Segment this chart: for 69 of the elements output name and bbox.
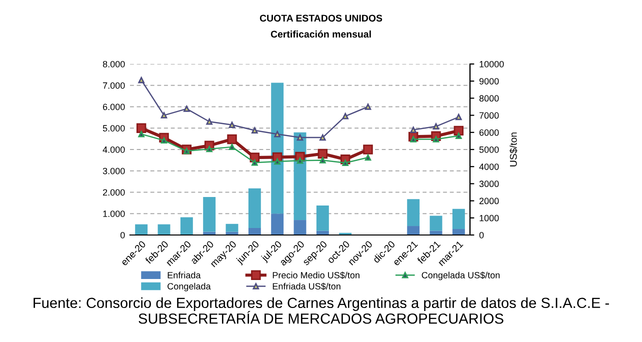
- point: [454, 126, 464, 136]
- point: [228, 122, 236, 128]
- point: [274, 130, 280, 138]
- y-tick-label: 3.000: [102, 168, 125, 174]
- y2-tick-label: 5000: [479, 146, 499, 153]
- point: [138, 130, 144, 138]
- bar: [316, 206, 329, 231]
- y2-tick-label: 9000: [479, 78, 499, 84]
- y-tick-label: 4.000: [102, 146, 125, 153]
- legend-label: Enfriada US$/ton: [272, 282, 340, 290]
- y-tick-label: 2.000: [103, 189, 125, 196]
- point: [432, 123, 440, 130]
- bar: [452, 208, 465, 230]
- point: [136, 123, 146, 133]
- point: [318, 148, 328, 159]
- point: [227, 134, 237, 144]
- bar: [452, 229, 465, 235]
- point: [252, 127, 258, 134]
- point: [228, 144, 236, 150]
- bar: [271, 214, 284, 235]
- y-tick-label: 5.000: [102, 125, 125, 132]
- y-tick-label: 7.000: [103, 82, 125, 89]
- bar: [430, 230, 442, 235]
- point: [296, 157, 304, 164]
- legend-label: Enfriada: [168, 272, 201, 278]
- bar: [135, 224, 148, 235]
- bar: [407, 199, 420, 226]
- point: [320, 134, 326, 141]
- chart-title: CUOTA ESTADOS UNIDOS: [260, 14, 382, 22]
- point: [456, 132, 462, 139]
- bar: [407, 226, 420, 235]
- bar: [248, 228, 261, 235]
- bar: [294, 220, 306, 235]
- y2-tick-label: 2000: [479, 198, 499, 204]
- chart-subtitle: Certificación mensual: [270, 30, 371, 38]
- bar: [430, 216, 442, 231]
- legend-label: Congelada: [168, 282, 211, 292]
- y2-tick-label: 10000: [480, 60, 504, 68]
- point: [363, 144, 373, 154]
- y2-axis-title: US$/ton: [510, 132, 518, 166]
- point: [274, 158, 280, 165]
- point: [432, 136, 440, 142]
- bar: [226, 224, 238, 232]
- bar: [248, 188, 261, 228]
- y-tick-label: 8.000: [102, 60, 125, 68]
- point: [364, 104, 372, 110]
- y2-tick-label: 4000: [479, 164, 499, 170]
- legend-label: Congelada US$/ton: [422, 272, 500, 280]
- y2-tick-label: 0: [479, 232, 484, 238]
- y2-tick-label: 8000: [479, 95, 499, 102]
- point: [456, 114, 462, 120]
- point: [364, 154, 372, 161]
- point: [296, 134, 304, 141]
- y-tick-label: 6.000: [103, 104, 125, 110]
- source-note: Fuente: Consorcio de Exportadores de Carnes Argentinas a partir de datos de S.I.A.C.E - SUBSECRETARÍA DE MERCADOS AGROPECUARIOS: [34, 297, 609, 324]
- legend-label: Precio Medio US$/ton: [272, 272, 360, 279]
- bar: [180, 217, 193, 235]
- y2-tick-label: 7000: [479, 112, 499, 119]
- bar: [203, 196, 216, 232]
- bar: [316, 230, 329, 235]
- point: [138, 76, 144, 84]
- y2-tick-label: 3000: [479, 180, 499, 188]
- point: [160, 137, 168, 144]
- y-tick-label: 0: [120, 232, 125, 238]
- y2-tick-label: 1000: [480, 214, 499, 222]
- y-tick-label: 1.000: [103, 210, 125, 217]
- y2-tick-label: 6000: [479, 129, 499, 136]
- point: [160, 112, 168, 118]
- bar: [158, 224, 170, 235]
